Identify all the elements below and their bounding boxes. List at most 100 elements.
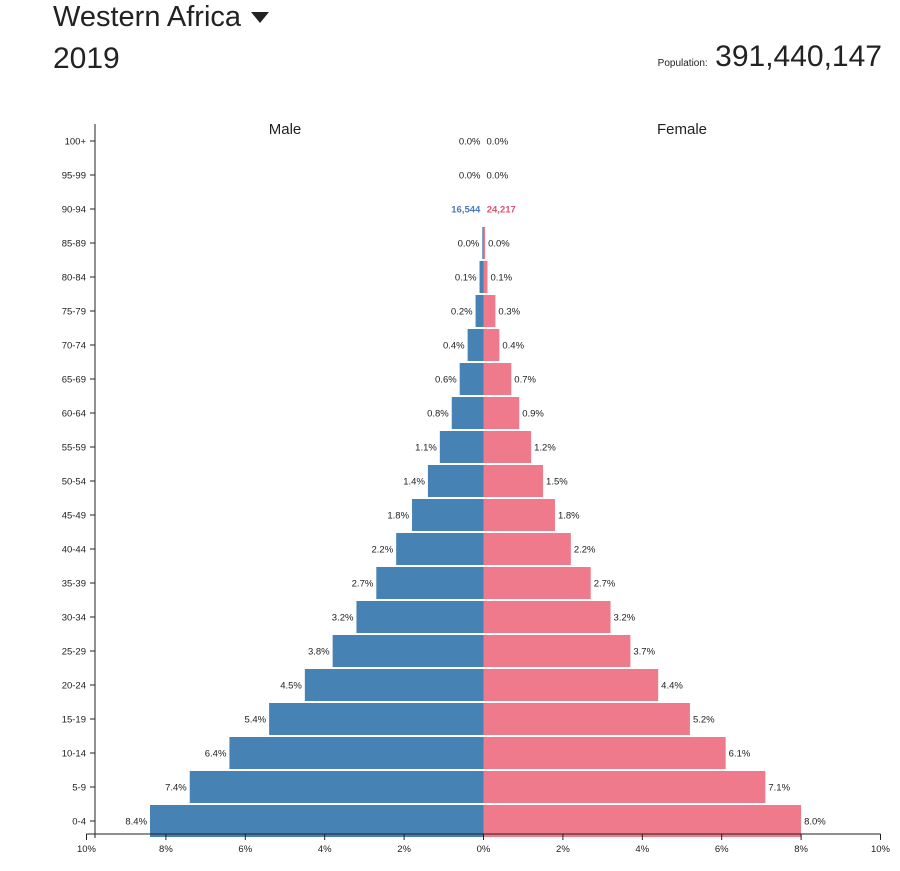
male-data-label: 0.4% (443, 341, 465, 352)
female-data-label: 3.7% (633, 647, 655, 658)
age-group-label: 40-44 (62, 545, 86, 556)
female-data-label: 0.7% (514, 375, 536, 386)
age-group-label: 60-64 (62, 409, 86, 420)
age-group-label: 15-19 (62, 715, 86, 726)
x-axis-tick-label: 0% (477, 844, 491, 855)
female-data-label: 1.8% (558, 511, 580, 522)
female-bar (483, 329, 500, 361)
male-bar (150, 805, 484, 837)
male-bar (229, 737, 484, 769)
male-data-label: 2.7% (352, 579, 374, 590)
male-bar (427, 465, 484, 497)
male-data-label: 3.2% (332, 613, 354, 624)
population-label: Population: (657, 58, 708, 69)
male-bar (479, 261, 484, 293)
male-data-label: 6.4% (205, 749, 227, 760)
female-bar (483, 499, 555, 531)
age-group-label: 50-54 (62, 477, 86, 488)
male-bar (376, 567, 484, 599)
female-data-label: 7.1% (768, 783, 790, 794)
male-data-label: 0.0% (459, 137, 481, 148)
age-group-label: 5-9 (72, 783, 86, 794)
female-bar (483, 567, 591, 599)
male-bar (332, 635, 484, 667)
female-bar (483, 601, 611, 633)
male-data-label: 0.0% (458, 239, 480, 250)
female-bar (483, 805, 802, 837)
female-data-label: 2.2% (574, 545, 596, 556)
female-data-label: 0.4% (502, 341, 524, 352)
age-group-label: 0-4 (72, 817, 86, 828)
x-axis-tick-label: 2% (397, 844, 411, 855)
x-axis-tick-label: 6% (715, 844, 729, 855)
age-group-label: 35-39 (62, 579, 86, 590)
female-data-label: 8.0% (804, 817, 826, 828)
female-data-label: 4.4% (661, 681, 683, 692)
female-data-label: 1.5% (546, 477, 568, 488)
age-group-label: 90-94 (62, 205, 86, 216)
male-bar (451, 397, 484, 429)
male-data-label: 0.6% (435, 375, 457, 386)
female-bar (483, 431, 532, 463)
x-axis-tick-label: 8% (159, 844, 173, 855)
male-bar (269, 703, 484, 735)
male-data-label: 7.4% (165, 783, 187, 794)
age-group-label: 65-69 (62, 375, 86, 386)
female-data-label: 2.7% (594, 579, 616, 590)
male-side-label: Male (269, 121, 302, 138)
age-group-label: 75-79 (62, 307, 86, 318)
female-bar (483, 227, 486, 259)
region-title: Western Africa (53, 1, 242, 33)
year-label: 2019 (53, 42, 120, 75)
x-axis-tick-label: 4% (318, 844, 332, 855)
male-bar (459, 363, 484, 395)
dropdown-caret-icon[interactable] (251, 12, 270, 23)
x-axis-tick-label: 2% (556, 844, 570, 855)
male-data-label: 0.2% (451, 307, 473, 318)
male-bar (304, 669, 484, 701)
male-data-label: 1.8% (387, 511, 409, 522)
male-bar (467, 329, 484, 361)
male-bar (439, 431, 484, 463)
male-bar (356, 601, 484, 633)
female-data-label: 0.0% (488, 239, 510, 250)
age-group-label: 55-59 (62, 443, 86, 454)
male-data-label: 1.1% (415, 443, 437, 454)
male-bar (475, 295, 484, 327)
female-data-label: 3.2% (614, 613, 636, 624)
age-group-label: 95-99 (62, 171, 86, 182)
male-data-label: 2.2% (372, 545, 394, 556)
male-bar (396, 533, 484, 565)
male-data-label: 0.1% (455, 273, 477, 284)
age-group-label: 45-49 (62, 511, 86, 522)
female-data-label: 0.3% (498, 307, 520, 318)
male-data-label: 4.5% (280, 681, 302, 692)
female-data-label: 0.9% (522, 409, 544, 420)
population-value: 391,440,147 (715, 40, 882, 73)
x-axis-tick-label: 4% (635, 844, 649, 855)
female-bar (483, 363, 512, 395)
population-readout: Population: 391,440,147 (658, 40, 882, 74)
male-data-label: 0.0% (459, 171, 481, 182)
male-data-label: 0.8% (427, 409, 449, 420)
age-group-label: 85-89 (62, 239, 86, 250)
male-data-label: 3.8% (308, 647, 330, 658)
x-axis-tick-label: 10% (77, 844, 97, 855)
age-group-label: 25-29 (62, 647, 86, 658)
age-group-label: 100+ (65, 137, 87, 148)
female-data-label: 0.1% (490, 273, 512, 284)
male-bar (412, 499, 484, 531)
age-group-label: 80-84 (62, 273, 86, 284)
female-data-label: 24,217 (487, 205, 516, 216)
age-group-label: 10-14 (62, 749, 86, 760)
x-axis-tick-label: 8% (794, 844, 808, 855)
region-selector[interactable]: Western Africa (53, 0, 270, 34)
female-side-label: Female (657, 121, 707, 138)
female-data-label: 0.0% (487, 171, 509, 182)
female-data-label: 1.2% (534, 443, 556, 454)
male-data-label: 16,544 (451, 205, 481, 216)
age-group-label: 70-74 (62, 341, 86, 352)
female-bar (483, 295, 496, 327)
female-data-label: 5.2% (693, 715, 715, 726)
